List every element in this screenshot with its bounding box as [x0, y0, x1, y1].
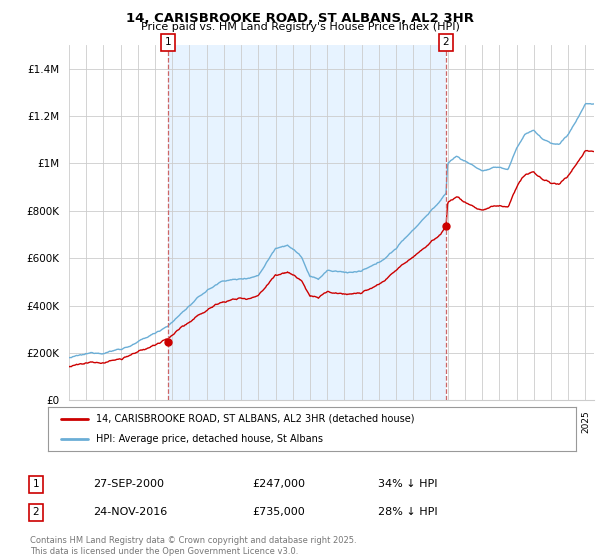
- Text: 14, CARISBROOKE ROAD, ST ALBANS, AL2 3HR: 14, CARISBROOKE ROAD, ST ALBANS, AL2 3HR: [126, 12, 474, 25]
- Text: 1: 1: [164, 37, 171, 47]
- Text: 28% ↓ HPI: 28% ↓ HPI: [378, 507, 437, 517]
- Text: 24-NOV-2016: 24-NOV-2016: [93, 507, 167, 517]
- Text: £735,000: £735,000: [252, 507, 305, 517]
- Text: HPI: Average price, detached house, St Albans: HPI: Average price, detached house, St A…: [95, 434, 323, 444]
- Text: 14, CARISBROOKE ROAD, ST ALBANS, AL2 3HR (detached house): 14, CARISBROOKE ROAD, ST ALBANS, AL2 3HR…: [95, 414, 414, 424]
- Text: 34% ↓ HPI: 34% ↓ HPI: [378, 479, 437, 489]
- Text: Contains HM Land Registry data © Crown copyright and database right 2025.
This d: Contains HM Land Registry data © Crown c…: [30, 536, 356, 556]
- Text: Price paid vs. HM Land Registry's House Price Index (HPI): Price paid vs. HM Land Registry's House …: [140, 22, 460, 32]
- Text: 2: 2: [32, 507, 40, 517]
- Text: 2: 2: [443, 37, 449, 47]
- Text: 27-SEP-2000: 27-SEP-2000: [93, 479, 164, 489]
- Text: 1: 1: [32, 479, 40, 489]
- Text: £247,000: £247,000: [252, 479, 305, 489]
- Bar: [168, 45, 446, 400]
